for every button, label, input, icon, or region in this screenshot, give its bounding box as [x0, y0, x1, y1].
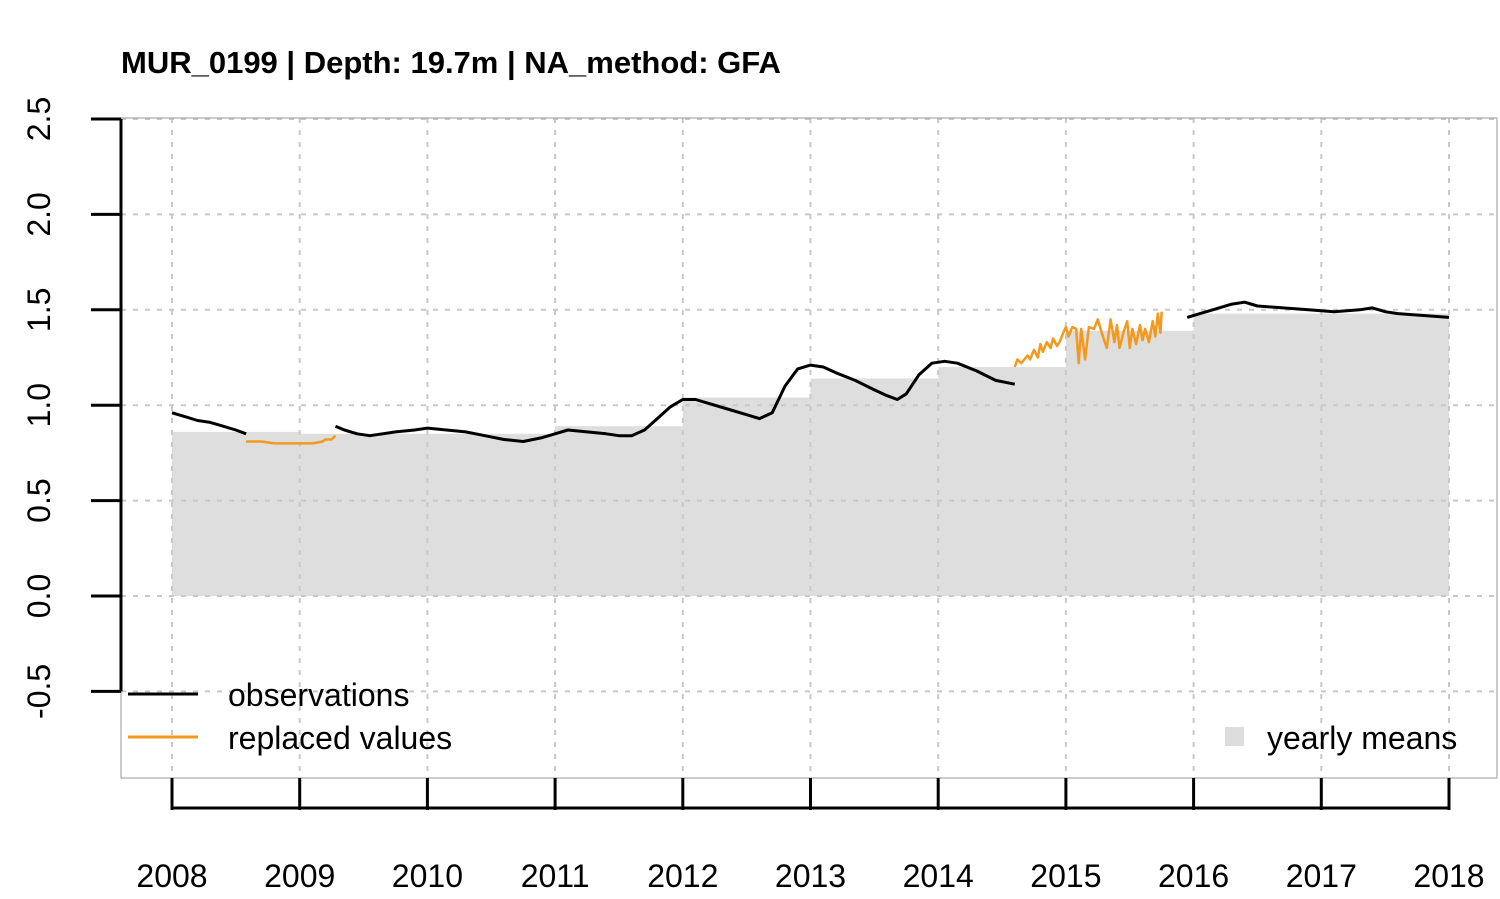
y-tick-label-1.0: 1.0 — [21, 383, 57, 427]
legend: observations replaced values yearly means — [128, 677, 1457, 756]
legend-label-observations: observations — [228, 677, 409, 713]
yearly-means-bars — [172, 313, 1449, 596]
x-tick-label-2010: 2010 — [392, 858, 463, 894]
x-tick-label-2016: 2016 — [1158, 858, 1229, 894]
x-tick-label-2017: 2017 — [1286, 858, 1357, 894]
x-tick-label-2012: 2012 — [647, 858, 718, 894]
legend-swatch-yearly-means — [1225, 727, 1244, 746]
yearly-mean-bar-0 — [172, 431, 300, 596]
y-tick-label-1.5: 1.5 — [21, 288, 57, 332]
series-lines — [171, 300, 1450, 445]
x-tick-label-2009: 2009 — [264, 858, 335, 894]
y-tick-label--0.5: -0.5 — [21, 664, 57, 719]
y-axis: -0.5 0.0 0.5 1.0 1.5 2.0 2.5 — [21, 97, 123, 719]
y-tick-label-2.5: 2.5 — [21, 97, 57, 141]
grid-lines — [121, 118, 1497, 778]
series-replaced-values-segment-1 — [1013, 311, 1163, 368]
chart-title: MUR_0199 | Depth: 19.7m | NA_method: GFA — [121, 45, 781, 80]
yearly-mean-bar-5 — [810, 378, 939, 596]
y-tick-label-0.0: 0.0 — [21, 574, 57, 618]
x-tick-label-2013: 2013 — [775, 858, 846, 894]
x-tick-label-2008: 2008 — [136, 858, 207, 894]
series-replaced-values-segment-0 — [246, 434, 337, 445]
yearly-mean-bar-2 — [427, 433, 556, 596]
x-tick-label-2011: 2011 — [521, 858, 590, 894]
yearly-mean-bar-3 — [555, 426, 683, 596]
series-observations-segment-1 — [334, 359, 1016, 443]
yearly-mean-bar-1 — [299, 433, 428, 596]
y-tick-label-0.5: 0.5 — [21, 478, 57, 522]
x-tick-label-2018: 2018 — [1413, 858, 1484, 894]
x-tick-label-2014: 2014 — [903, 858, 974, 894]
legend-label-replaced-values: replaced values — [228, 720, 452, 756]
yearly-mean-bar-7 — [1065, 330, 1194, 596]
x-tick-label-2015: 2015 — [1030, 858, 1101, 894]
x-axis: 2008 2009 2010 2011 2012 2013 2014 2015 2016 2017… — [136, 778, 1485, 894]
series-observations-segment-0 — [171, 411, 247, 436]
yearly-mean-bar-4 — [682, 397, 811, 596]
y-tick-label-2.0: 2.0 — [21, 192, 57, 236]
legend-label-yearly-means: yearly means — [1267, 720, 1457, 756]
yearly-mean-bar-6 — [938, 367, 1066, 596]
series-observations-segment-2 — [1186, 300, 1450, 319]
